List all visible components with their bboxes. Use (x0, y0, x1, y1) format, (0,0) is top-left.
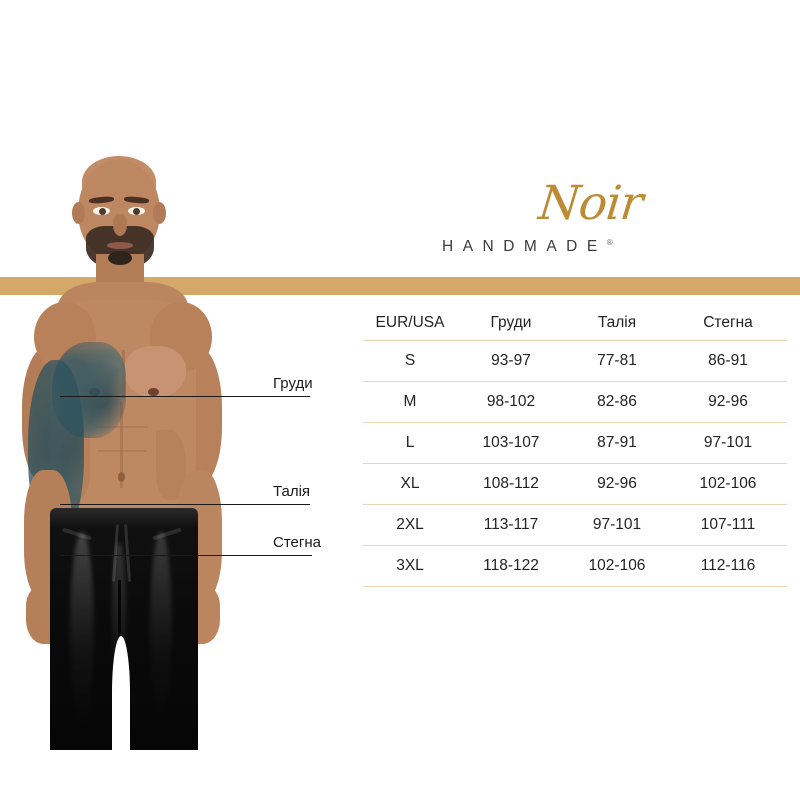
callout-waist-leader-line (60, 504, 310, 506)
model-photo (0, 150, 330, 770)
cell-waist: 87-91 (597, 434, 637, 451)
brand-wordmark-handmade: HANDMADE® (442, 238, 613, 256)
size-table-container: EUR/USA Груди Талія Стегна S 93-97 77-81… (363, 306, 787, 587)
trousers-highlight-right (150, 532, 172, 728)
cell-hips: 86-91 (708, 352, 748, 369)
column-header-size: EUR/USA (375, 314, 445, 331)
trousers-highlight-left (70, 532, 94, 732)
model-mouth (107, 242, 133, 249)
table-row: L 103-107 87-91 97-101 (363, 423, 787, 464)
registered-trademark-icon: ® (606, 238, 613, 247)
size-table-body: S 93-97 77-81 86-91 M 98-102 82-86 92-96… (363, 341, 787, 587)
cell-chest: 98-102 (486, 393, 536, 410)
callout-chest-leader-line (60, 396, 310, 398)
model-ear-right (153, 202, 166, 224)
cell-size: S (404, 352, 416, 369)
model-ear-left (72, 202, 85, 224)
cell-hips: 102-106 (699, 475, 757, 492)
cell-waist: 92-96 (597, 475, 637, 492)
model-chin-beard (108, 251, 132, 265)
cell-hips: 112-116 (700, 557, 756, 574)
brand-logo: Noir HANDMADE® (430, 176, 700, 270)
brand-script-noir: Noir (536, 176, 645, 231)
cell-hips: 107-111 (700, 516, 756, 533)
cell-waist: 77-81 (597, 352, 637, 369)
callout-chest-label: Груди (273, 375, 313, 392)
size-table-header-row: EUR/USA Груди Талія Стегна (363, 306, 787, 341)
model-ab-crease-upper (96, 426, 148, 428)
model-navel (118, 472, 125, 482)
trousers-waistband (50, 508, 198, 528)
callout-hips-leader-line (60, 555, 312, 557)
table-row: M 98-102 82-86 92-96 (363, 382, 787, 423)
size-table-head: EUR/USA Груди Талія Стегна (363, 306, 787, 341)
cell-hips: 97-101 (703, 434, 753, 451)
gold-divider-band (0, 277, 800, 295)
table-row: 3XL 118-122 102-106 112-116 (363, 546, 787, 587)
column-header-hips: Стегна (703, 314, 753, 331)
table-row: 2XL 113-117 97-101 107-111 (363, 505, 787, 546)
cell-chest: 103-107 (482, 434, 540, 451)
cell-waist: 102-106 (588, 557, 646, 574)
cell-hips: 92-96 (708, 393, 748, 410)
cell-waist: 82-86 (597, 393, 637, 410)
cell-waist: 97-101 (592, 516, 642, 533)
model-nipple-right (148, 388, 159, 396)
column-header-chest: Груди (490, 314, 532, 331)
cell-size: 2XL (396, 516, 424, 533)
column-header-waist: Талія (597, 314, 637, 331)
model-ab-crease-lower (97, 450, 147, 452)
callout-waist-label: Талія (273, 483, 311, 500)
cell-size: M (403, 393, 417, 410)
cell-chest: 93-97 (491, 352, 531, 369)
model-pupil-left (99, 208, 106, 215)
cell-chest: 118-122 (483, 557, 539, 574)
table-row: S 93-97 77-81 86-91 (363, 341, 787, 382)
callout-hips-label: Стегна (273, 534, 321, 551)
model-linea-alba (120, 402, 123, 488)
size-table: EUR/USA Груди Талія Стегна S 93-97 77-81… (363, 306, 787, 587)
brand-wordmark-text: HANDMADE (442, 238, 607, 256)
cell-size: XL (400, 475, 420, 492)
cell-chest: 113-117 (483, 516, 539, 533)
table-row: XL 108-112 92-96 102-106 (363, 464, 787, 505)
cell-size: L (405, 434, 415, 451)
trousers-front-seam (118, 580, 121, 640)
cell-chest: 108-112 (483, 475, 539, 492)
model-nose (113, 214, 127, 236)
trousers-leg-gap (112, 636, 130, 750)
model-pupil-right (133, 208, 140, 215)
cell-size: 3XL (396, 557, 424, 574)
